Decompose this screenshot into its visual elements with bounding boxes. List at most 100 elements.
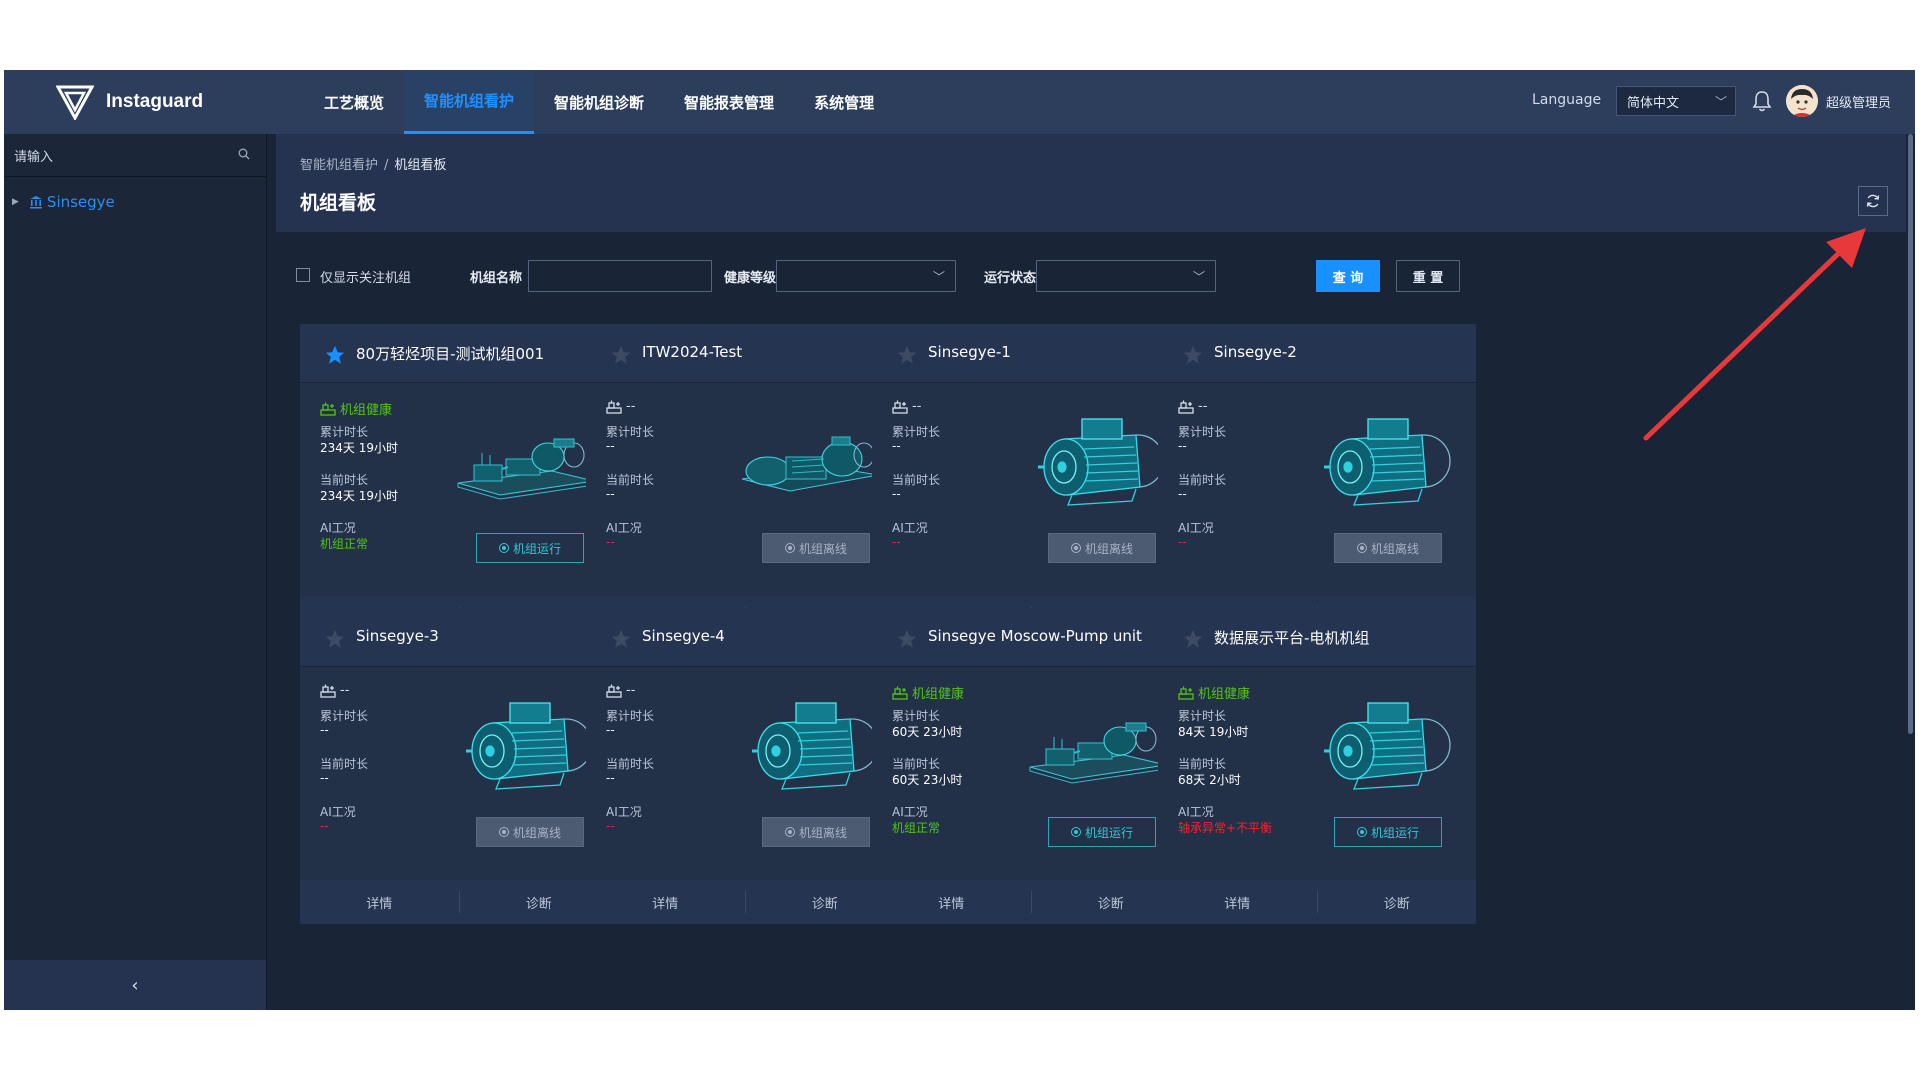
run-status-button[interactable]: 机组离线 <box>1048 533 1156 563</box>
user-name[interactable]: 超级管理员 <box>1826 96 1892 111</box>
cumulative-label: 累计时长 <box>892 425 941 439</box>
run-status-button[interactable]: 机组运行 <box>1334 817 1442 847</box>
current-label: 当前时长 <box>606 757 655 771</box>
app-window: Instaguard 工艺概览 智能机组看护 智能机组诊断 智能报表管理 系统管… <box>4 70 1915 1010</box>
health-status-text: 机组健康 <box>1198 687 1251 702</box>
nav-item-report-management[interactable]: 智能报表管理 <box>684 93 775 112</box>
star-icon[interactable] <box>324 344 346 366</box>
health-status: -- <box>606 399 635 414</box>
cumulative-value: 60天 23小时 <box>892 725 963 739</box>
cumulative-value: 84天 19小时 <box>1178 725 1249 739</box>
unit-card-header: Sinsegye Moscow-Pump unit <box>872 608 1190 667</box>
chevron-down-icon: ﹀ <box>1714 95 1727 109</box>
star-icon[interactable] <box>1182 344 1204 366</box>
ai-condition-value: -- <box>320 819 329 833</box>
run-status-select[interactable]: ﹀ <box>1036 260 1216 292</box>
detail-button[interactable]: 详情 <box>1224 896 1251 912</box>
health-level-select[interactable]: ﹀ <box>776 260 956 292</box>
health-icon <box>320 684 336 698</box>
only-followed-label[interactable]: 仅显示关注机组 <box>320 271 412 286</box>
unit-card: ITW2024-Test -- 累计时长 -- 当前时长 -- AI工况 -- <box>586 324 904 640</box>
current-label: 当前时长 <box>1178 473 1227 487</box>
ai-condition-value: -- <box>892 535 901 549</box>
unit-card-title[interactable]: Sinsegye-2 <box>1214 343 1297 361</box>
health-icon <box>320 402 336 416</box>
machine-illustration <box>452 409 598 519</box>
diagnose-button[interactable]: 诊断 <box>811 896 838 912</box>
logo[interactable]: Instaguard <box>56 84 203 120</box>
unit-card-footer: 详情 诊断 <box>586 880 904 924</box>
run-status-button[interactable]: 机组离线 <box>762 533 870 563</box>
refresh-button[interactable] <box>1858 186 1888 216</box>
caret-right-icon[interactable]: ▶ <box>12 197 19 207</box>
sidebar-search-input[interactable] <box>12 142 226 170</box>
current-value: 60天 23小时 <box>892 773 963 787</box>
nav-item-system-management[interactable]: 系统管理 <box>814 93 875 112</box>
diagnose-button[interactable]: 诊断 <box>1097 896 1124 912</box>
star-icon[interactable] <box>324 628 346 650</box>
only-followed-checkbox[interactable] <box>296 268 310 282</box>
tree-item-sinsegye[interactable]: ▶ Sinsegye <box>12 190 115 214</box>
unit-card-title[interactable]: ITW2024-Test <box>642 343 743 361</box>
unit-name-input[interactable] <box>528 260 712 292</box>
ai-condition-label: AI工况 <box>1178 805 1214 819</box>
unit-card-body: 机组健康 累计时长 234天 19小时 当前时长 234天 19小时 AI工况 … <box>300 383 618 595</box>
language-select[interactable]: 简体中文 ﹀ <box>1616 86 1736 116</box>
star-icon[interactable] <box>610 628 632 650</box>
run-status-button[interactable]: 机组离线 <box>1334 533 1442 563</box>
unit-card-title[interactable]: 80万轻烃项目-测试机组001 <box>356 345 545 363</box>
breadcrumb: 智能机组看护 / 机组看板 <box>300 154 446 173</box>
detail-button[interactable]: 详情 <box>652 896 679 912</box>
ai-condition-value: -- <box>606 535 615 549</box>
breadcrumb-item-unit-care[interactable]: 智能机组看护 <box>300 158 379 173</box>
unit-card-title[interactable]: Sinsegye-1 <box>928 343 1011 361</box>
ai-condition-value: -- <box>606 819 615 833</box>
main-nav: 工艺概览 智能机组看护 智能机组诊断 智能报表管理 系统管理 <box>304 70 894 134</box>
sidebar-collapse-button[interactable]: ‹ <box>4 960 266 1010</box>
status-dot-icon <box>498 827 509 837</box>
search-icon[interactable] <box>238 148 250 160</box>
unit-card-title[interactable]: Sinsegye-4 <box>642 627 725 645</box>
health-icon <box>892 686 908 700</box>
ai-condition-label: AI工况 <box>606 521 642 535</box>
tree-item-label: Sinsegye <box>46 193 115 211</box>
unit-card-title[interactable]: Sinsegye-3 <box>356 627 439 645</box>
machine-illustration <box>452 693 598 803</box>
star-icon[interactable] <box>610 344 632 366</box>
machine-illustration <box>1024 409 1170 519</box>
logo-icon <box>56 85 94 120</box>
query-button[interactable]: 查 询 <box>1316 260 1380 292</box>
run-status-button[interactable]: 机组运行 <box>476 533 584 563</box>
bank-icon <box>29 196 42 209</box>
diagnose-button[interactable]: 诊断 <box>1383 896 1410 912</box>
bell-icon[interactable] <box>1752 90 1772 112</box>
health-icon <box>606 684 622 698</box>
unit-card-header: Sinsegye-4 <box>586 608 904 667</box>
unit-card-title[interactable]: Sinsegye Moscow-Pump unit <box>928 627 1142 645</box>
status-dot-icon <box>1356 827 1367 837</box>
nav-item-process-overview[interactable]: 工艺概览 <box>324 93 385 112</box>
detail-button[interactable]: 详情 <box>366 896 393 912</box>
star-icon[interactable] <box>896 628 918 650</box>
run-status-text: 机组离线 <box>1084 541 1133 556</box>
scrollbar-thumb[interactable] <box>1908 134 1913 734</box>
star-icon[interactable] <box>896 344 918 366</box>
unit-card-header: 80万轻烃项目-测试机组001 <box>300 324 618 383</box>
diagnose-button[interactable]: 诊断 <box>525 896 552 912</box>
cumulative-label: 累计时长 <box>1178 709 1227 723</box>
status-dot-icon <box>784 543 795 553</box>
scrollbar[interactable] <box>1906 134 1915 1010</box>
unit-card-title[interactable]: 数据展示平台-电机机组 <box>1214 629 1370 647</box>
nav-item-unit-diagnosis[interactable]: 智能机组诊断 <box>554 93 645 112</box>
run-status-button[interactable]: 机组运行 <box>1048 817 1156 847</box>
nav-item-unit-care[interactable]: 智能机组看护 <box>404 70 535 134</box>
detail-button[interactable]: 详情 <box>938 896 965 912</box>
avatar[interactable] <box>1786 85 1818 117</box>
unit-card-header: 数据展示平台-电机机组 <box>1158 608 1476 667</box>
run-status-button[interactable]: 机组离线 <box>762 817 870 847</box>
unit-card-footer: 详情 诊断 <box>1158 880 1476 924</box>
health-icon <box>1178 686 1194 700</box>
run-status-button[interactable]: 机组离线 <box>476 817 584 847</box>
star-icon[interactable] <box>1182 628 1204 650</box>
reset-button[interactable]: 重 置 <box>1396 260 1460 292</box>
